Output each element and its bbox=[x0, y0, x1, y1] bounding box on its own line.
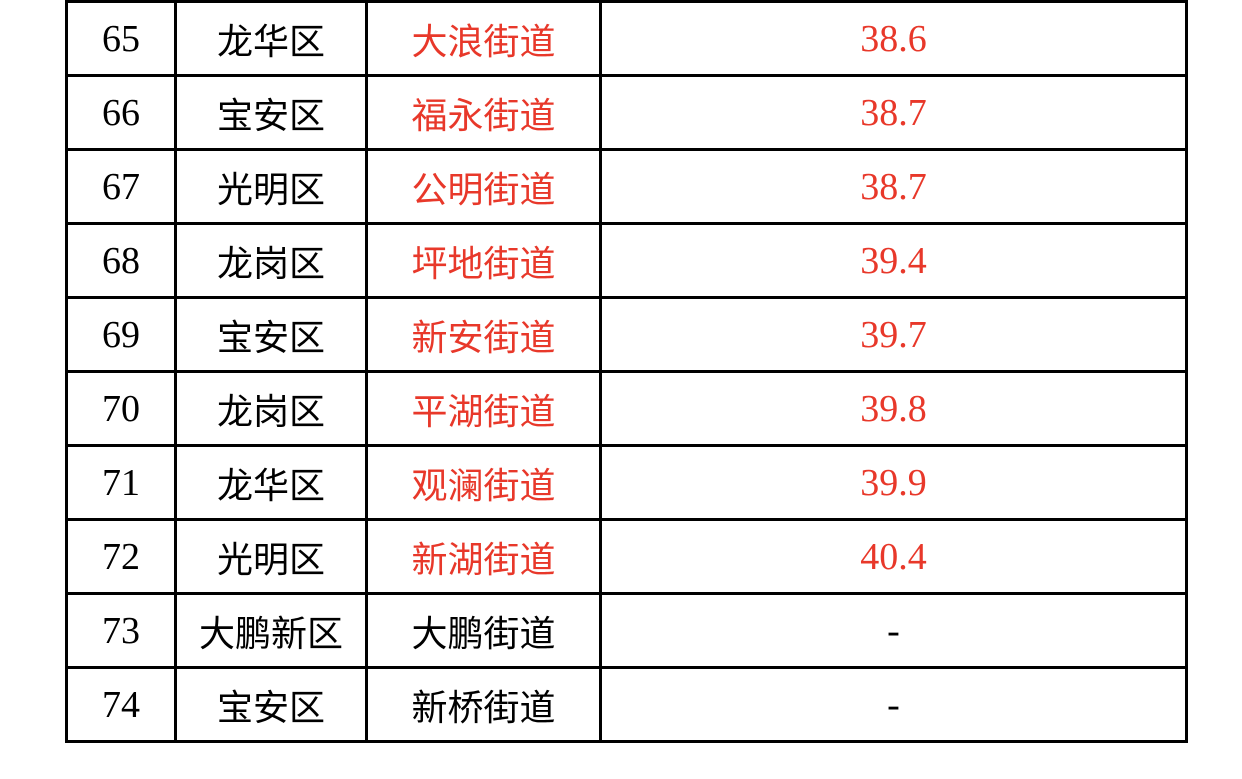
street-cell: 福永街道 bbox=[365, 74, 602, 151]
street-cell: 大鹏街道 bbox=[365, 592, 602, 669]
value-cell: 38.7 bbox=[599, 148, 1188, 225]
row-number-cell: 74 bbox=[65, 666, 177, 743]
street-cell: 公明街道 bbox=[365, 148, 602, 225]
district-cell: 宝安区 bbox=[174, 296, 368, 373]
street-cell: 新桥街道 bbox=[365, 666, 602, 743]
street-cell: 平湖街道 bbox=[365, 370, 602, 447]
row-number-cell: 68 bbox=[65, 222, 177, 299]
ranking-table: 65 龙华区 大浪街道 38.6 66 宝安区 福永街道 38.7 67 光明区 公明街道 38.7 6… bbox=[65, 0, 1188, 743]
value-cell: 39.9 bbox=[599, 444, 1188, 521]
value-cell: 38.6 bbox=[599, 0, 1188, 77]
table-row: 66 宝安区 福永街道 38.7 bbox=[65, 74, 1188, 151]
row-number-cell: 65 bbox=[65, 0, 177, 77]
street-cell: 新安街道 bbox=[365, 296, 602, 373]
street-cell: 观澜街道 bbox=[365, 444, 602, 521]
table-row: 65 龙华区 大浪街道 38.6 bbox=[65, 0, 1188, 77]
street-cell: 大浪街道 bbox=[365, 0, 602, 77]
value-cell: - bbox=[599, 592, 1188, 669]
district-cell: 龙华区 bbox=[174, 0, 368, 77]
table-row: 68 龙岗区 坪地街道 39.4 bbox=[65, 222, 1188, 299]
row-number-cell: 66 bbox=[65, 74, 177, 151]
value-cell: 39.8 bbox=[599, 370, 1188, 447]
table-row: 71 龙华区 观澜街道 39.9 bbox=[65, 444, 1188, 521]
table-row: 74 宝安区 新桥街道 - bbox=[65, 666, 1188, 743]
value-cell: 38.7 bbox=[599, 74, 1188, 151]
row-number-cell: 70 bbox=[65, 370, 177, 447]
table-row: 70 龙岗区 平湖街道 39.8 bbox=[65, 370, 1188, 447]
district-cell: 龙华区 bbox=[174, 444, 368, 521]
street-cell: 新湖街道 bbox=[365, 518, 602, 595]
value-cell: 39.4 bbox=[599, 222, 1188, 299]
district-cell: 光明区 bbox=[174, 148, 368, 225]
row-number-cell: 69 bbox=[65, 296, 177, 373]
table-row: 72 光明区 新湖街道 40.4 bbox=[65, 518, 1188, 595]
street-cell: 坪地街道 bbox=[365, 222, 602, 299]
district-cell: 光明区 bbox=[174, 518, 368, 595]
table-row: 73 大鹏新区 大鹏街道 - bbox=[65, 592, 1188, 669]
value-cell: - bbox=[599, 666, 1188, 743]
row-number-cell: 73 bbox=[65, 592, 177, 669]
value-cell: 40.4 bbox=[599, 518, 1188, 595]
district-cell: 龙岗区 bbox=[174, 222, 368, 299]
district-cell: 大鹏新区 bbox=[174, 592, 368, 669]
district-cell: 宝安区 bbox=[174, 666, 368, 743]
row-number-cell: 72 bbox=[65, 518, 177, 595]
value-cell: 39.7 bbox=[599, 296, 1188, 373]
table-row: 69 宝安区 新安街道 39.7 bbox=[65, 296, 1188, 373]
district-cell: 宝安区 bbox=[174, 74, 368, 151]
district-cell: 龙岗区 bbox=[174, 370, 368, 447]
row-number-cell: 67 bbox=[65, 148, 177, 225]
table-row: 67 光明区 公明街道 38.7 bbox=[65, 148, 1188, 225]
row-number-cell: 71 bbox=[65, 444, 177, 521]
